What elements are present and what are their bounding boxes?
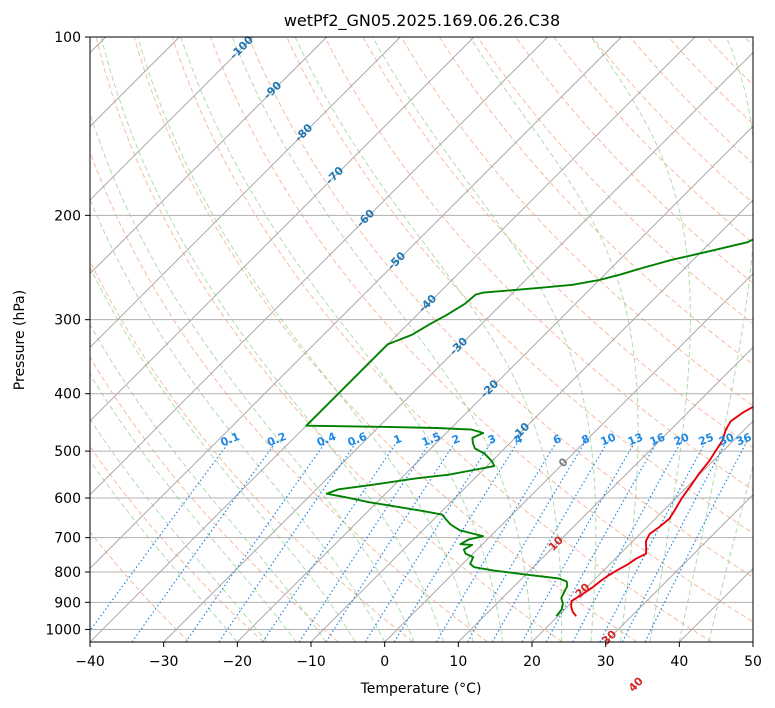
x-tick-label: −10 (296, 654, 326, 670)
moist-adiabat (90, 323, 327, 642)
moist-adiabat (708, 464, 753, 642)
skewed-isotherm (237, 125, 753, 642)
dry-adiabat (171, 37, 712, 642)
y-tick-label: 1000 (45, 622, 81, 638)
y-tick-label: 100 (54, 30, 81, 46)
y-tick-label: 700 (54, 531, 81, 547)
mixing-ratio-label: 30 (717, 431, 736, 449)
moist-adiabat (372, 37, 597, 642)
dry-adiabat (90, 356, 339, 642)
mixing-ratio-label: 2 (450, 432, 462, 447)
mixing-ratio-label: 16 (648, 431, 667, 449)
x-tick-label: 20 (523, 654, 541, 670)
mixing-ratio-line (393, 440, 520, 642)
mixing-ratio-line (572, 440, 683, 642)
dewpoint-profile (305, 238, 753, 617)
skewed-isotherm (163, 52, 753, 642)
mixing-ratio-label: 25 (697, 431, 716, 449)
moist-adiabat (231, 37, 533, 642)
x-axis: −40 −30 −20 −10 0 10 20 30 40 50 (75, 642, 762, 670)
dry-adiabat (90, 445, 264, 642)
moist-adiabat (90, 459, 238, 642)
y-axis: 100 200 300 400 500 600 700 800 900 1000 (45, 30, 90, 638)
dry-adiabat (95, 37, 563, 642)
mixing-ratio-line (262, 440, 399, 642)
mixing-ratio-line (435, 440, 558, 642)
y-tick-label: 800 (54, 565, 81, 581)
skewed-isotherm (310, 199, 753, 642)
skewed-isotherm (90, 37, 696, 642)
dry-adiabat (133, 37, 638, 642)
x-tick-label: −40 (75, 654, 105, 670)
mixing-ratio-label: 13 (626, 431, 645, 449)
skewed-isotherm (458, 346, 753, 642)
mixing-ratio-label: 3 (486, 432, 498, 447)
mixing-ratio-line (298, 440, 432, 642)
moist-adiabat (180, 37, 503, 642)
y-tick-label: 500 (54, 444, 81, 460)
x-tick-label: −20 (223, 654, 253, 670)
x-tick-label: 40 (670, 654, 688, 670)
dry-adiabat (248, 37, 753, 578)
plot-area (90, 37, 753, 642)
y-tick-label: 900 (54, 595, 81, 611)
x-tick-label: 10 (449, 654, 467, 670)
skewed-isotherm (531, 420, 753, 642)
moist-adiabat (90, 418, 268, 642)
skewed-isotherm (90, 37, 548, 496)
dry-adiabat (324, 37, 753, 491)
y-tick-label: 200 (54, 208, 81, 224)
mixing-ratio-label: 10 (599, 431, 618, 449)
y-tick-label: 300 (54, 313, 81, 329)
y-axis-title: Pressure (hPa) (12, 290, 28, 390)
mixing-ratio-label: 8 (580, 432, 592, 447)
mixing-ratio-line (131, 440, 278, 642)
mixing-ratio-line (325, 440, 457, 642)
x-axis-title: Temperature (°C) (360, 681, 482, 697)
dry-adiabat (515, 37, 753, 284)
y-tick-label: 400 (54, 387, 81, 403)
skewed-isotherm (90, 37, 401, 348)
dry-adiabat (438, 37, 753, 366)
x-tick-label: 50 (744, 654, 762, 670)
x-tick-label: 0 (380, 654, 389, 670)
skewed-isotherm (90, 37, 254, 201)
moist-adiabat (90, 373, 297, 642)
dry-adiabat (400, 37, 753, 407)
mixing-ratio-line (491, 440, 609, 642)
mixing-ratio-line (644, 440, 748, 642)
x-tick-label: 30 (597, 654, 615, 670)
plot-frame (89, 36, 754, 643)
y-tick-label: 600 (54, 491, 81, 507)
moist-adiabat (590, 37, 691, 642)
moist-adiabat (469, 37, 639, 642)
moist-adiabat (137, 37, 474, 642)
mixing-ratio-label: 1 (392, 432, 404, 447)
dry-adiabat (90, 531, 190, 642)
moist-adiabat (90, 266, 356, 642)
mixing-ratio-line (545, 440, 659, 642)
mixing-ratio-line (90, 440, 231, 632)
temperature-profile (570, 405, 753, 617)
dry-adiabat (210, 37, 753, 623)
mixing-ratio-label: 36 (734, 431, 753, 449)
chart-title: wetPf2_GN05.2025.169.06.26.C38 (284, 11, 560, 31)
mixing-ratio-line (521, 440, 637, 642)
skewed-isotherm (90, 37, 475, 422)
dry-adiabat (90, 150, 488, 642)
x-tick-label: −30 (149, 654, 179, 670)
mixing-ratio-line (185, 440, 328, 642)
skewed-isotherm (90, 37, 327, 275)
mixing-ratio-line (364, 440, 493, 642)
skewed-isotherm (90, 37, 622, 569)
moist-adiabat (678, 37, 753, 642)
mixing-ratio-label: 20 (672, 431, 691, 449)
skewed-isotherm (384, 273, 753, 642)
moist-adiabat (90, 198, 386, 642)
skewed-isotherm (605, 494, 753, 642)
mixing-ratio-line (466, 440, 587, 642)
